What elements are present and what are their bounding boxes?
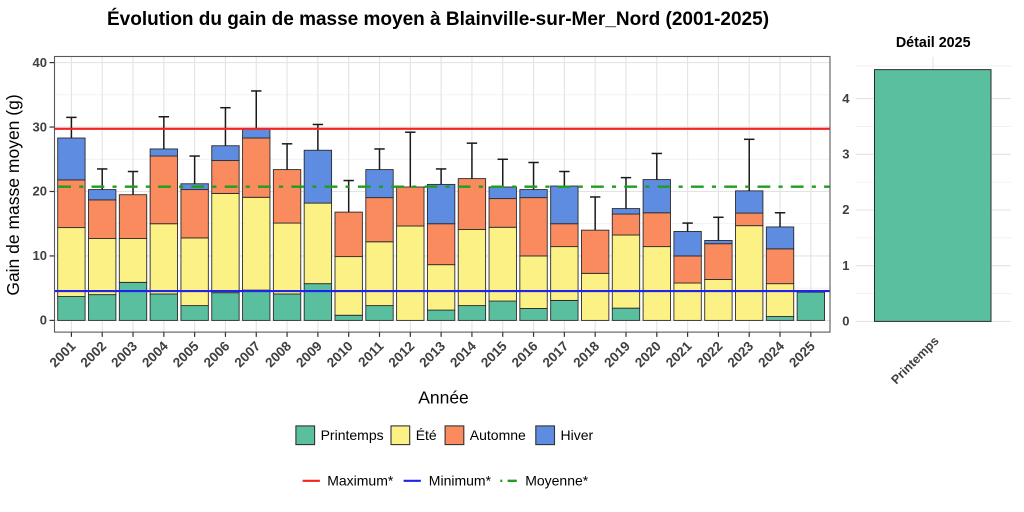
svg-text:Printemps: Printemps [321, 427, 384, 443]
svg-text:20: 20 [33, 184, 47, 199]
svg-text:3: 3 [842, 147, 849, 162]
svg-text:Gain de masse moyen (g): Gain de masse moyen (g) [3, 94, 23, 295]
svg-text:Année: Année [418, 388, 469, 408]
svg-text:0: 0 [40, 313, 47, 328]
svg-text:Automne: Automne [470, 427, 526, 443]
svg-text:1: 1 [842, 258, 849, 273]
svg-text:Maximum*: Maximum* [327, 472, 394, 488]
svg-text:30: 30 [33, 119, 47, 134]
svg-text:Hiver: Hiver [561, 427, 594, 443]
svg-text:Détail 2025: Détail 2025 [896, 35, 971, 51]
svg-text:Été: Été [416, 427, 437, 443]
svg-text:0: 0 [842, 314, 849, 329]
svg-text:Évolution du gain de masse moy: Évolution du gain de masse moyen à Blain… [107, 8, 769, 30]
svg-text:10: 10 [33, 248, 47, 263]
svg-text:Minimum*: Minimum* [429, 472, 492, 488]
svg-text:Moyenne*: Moyenne* [525, 472, 589, 488]
svg-text:2: 2 [842, 202, 849, 217]
svg-text:40: 40 [33, 55, 47, 70]
svg-text:4: 4 [842, 91, 850, 106]
